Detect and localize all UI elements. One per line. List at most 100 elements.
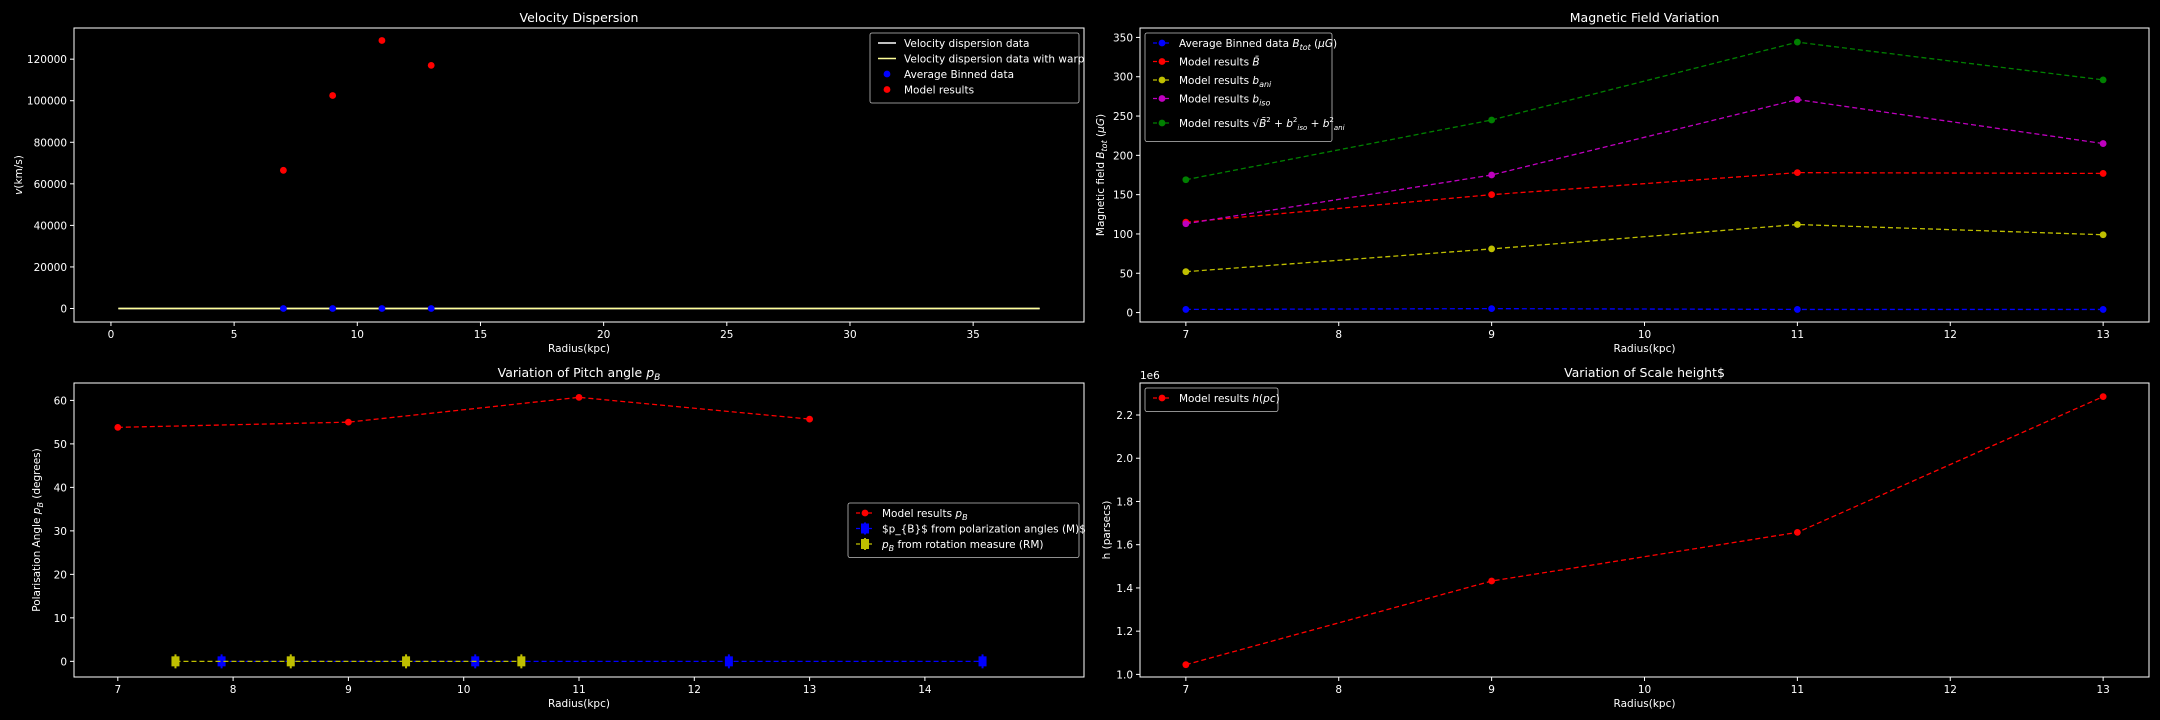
mag-ylabel-text: Magnetic field Btot (μG) (1095, 114, 1109, 236)
panel-scale: Variation of Scale height$ 7 8 9 10 11 12 13 1.0… (1101, 365, 2150, 710)
scale-title: Variation of Scale height$ (1564, 365, 1725, 380)
pitch-point (217, 656, 226, 667)
scale-xtick-label: 8 (1335, 684, 1342, 696)
pitch-ytick-label: 20 (54, 569, 67, 581)
mag-point (1793, 38, 1801, 46)
pitch-point (402, 656, 411, 667)
mag-ytick-label: 150 (1113, 190, 1133, 202)
vel-legend: Velocity dispersion data Velocity dispers… (869, 32, 1085, 104)
scale-offset-text: 1e6 (1140, 370, 1160, 382)
vel-legend-handle (883, 70, 891, 78)
pitch-legend-marker (861, 539, 869, 549)
mag-ytick-label: 200 (1113, 150, 1133, 162)
vel-xtick-label: 30 (843, 329, 856, 341)
pitch-series-line (117, 396, 810, 429)
pitch-xtick-label: 14 (918, 684, 932, 696)
mag-point (1488, 191, 1496, 199)
vel-ytick-label: 80000 (34, 137, 67, 149)
vel-series-3 (279, 37, 435, 174)
scale-legend: Model results h(pc) (1144, 387, 1280, 412)
pitch-title: Variation of Pitch angle pB (498, 365, 661, 383)
mag-point (2099, 231, 2107, 239)
pitch-xtick-label: 12 (688, 684, 701, 696)
panel-vel: Velocity Dispersion 0 5 10 15 20 25 30 35 0 20000 4… (13, 10, 1085, 355)
pitch-series-2 (171, 654, 526, 669)
pitch-legend-box (847, 502, 1080, 558)
scale-xtick-label: 7 (1183, 684, 1190, 696)
pitch-xtick-label: 10 (457, 684, 470, 696)
scale-ytick-label: 2.2 (1116, 410, 1133, 422)
pitch-ytick-label: 40 (54, 482, 67, 494)
vel-xtick-label: 15 (474, 329, 487, 341)
mag-legend-label: Model results B̄ (1179, 56, 1260, 69)
scale-legend-label: Model results h(pc) (1179, 393, 1280, 405)
pitch-point (806, 415, 813, 423)
scale-data (1182, 393, 2107, 669)
mag-series-line (1185, 307, 2104, 311)
pitch-legend-marker (861, 523, 869, 534)
pitch-point (286, 656, 295, 667)
scale-series-0 (1182, 393, 2107, 669)
mag-series-line (1185, 223, 2104, 273)
mag-xtick-label: 10 (1638, 329, 1651, 341)
scale-xtick-label: 9 (1488, 684, 1495, 696)
pitch-legend-label: pB from rotation measure (RM) (881, 539, 1043, 553)
pitch-xlabel: Radius(kpc) (548, 698, 610, 710)
vel-ytick-label: 40000 (34, 220, 67, 232)
vel-axes-frame (73, 27, 1085, 323)
mag-point (2099, 140, 2107, 147)
mag-point (1182, 268, 1190, 276)
mag-legend-label: Model results bani (1179, 75, 1272, 89)
pitch-legend-label: $p_{B}$ from polarization angles (M)$ (882, 524, 1086, 536)
mag-xtick-label: 12 (1944, 329, 1957, 341)
pitch-xtick-label: 8 (230, 684, 237, 696)
mag-xtick-label: 13 (2096, 329, 2109, 341)
mag-legend-label: Model results √B̄2 + b2iso + b2ani (1179, 116, 1345, 132)
vel-xtick-label: 5 (231, 329, 238, 341)
mag-point (1793, 306, 1801, 313)
pitch-ytick-label: 0 (60, 656, 67, 668)
mag-legend-label: Average Binned data Btot (μG) (1179, 38, 1337, 52)
mag-legend-box (1144, 32, 1333, 142)
vel-point (279, 166, 287, 174)
vel-data (118, 37, 1040, 312)
pitch-legend: Model results pB $p_{B}$ from polarizatio… (847, 502, 1086, 558)
vel-point (329, 92, 337, 99)
mag-point (1793, 169, 1801, 177)
pitch-point (575, 393, 583, 401)
pitch-ylabel-text: Polarisation Angle pB (degrees) (31, 448, 45, 612)
mag-series-2 (1182, 221, 2107, 276)
vel-xtick-label: 0 (108, 329, 115, 341)
pitch-point (345, 418, 352, 426)
scale-axes-frame (1139, 382, 2150, 678)
mag-point (1488, 116, 1496, 124)
pitch-ytick-label: 10 (54, 613, 67, 625)
scale-title-text: Variation of Scale height$ (1564, 365, 1725, 380)
pitch-ytick-label: 50 (54, 439, 67, 451)
vel-point (329, 305, 337, 312)
vel-point (378, 305, 386, 312)
pitch-point (724, 656, 733, 667)
vel-ylabel-text: v(km/s) (13, 155, 25, 195)
pitch-xtick-label: 9 (345, 684, 352, 696)
mag-legend-marker (1158, 119, 1166, 127)
mag-xlabel: Radius(kpc) (1614, 343, 1676, 355)
scale-point (1793, 528, 1801, 536)
mag-ytick-label: 50 (1120, 268, 1133, 280)
mag-ylabel: Magnetic field Btot (μG) (1095, 114, 1109, 236)
scale-xtick-label: 11 (1791, 684, 1804, 696)
scale-ytick-label: 2.0 (1116, 453, 1133, 465)
scale-ytick-label: 1.6 (1116, 540, 1133, 552)
mag-point (2099, 306, 2107, 313)
mag-legend-label: Model results biso (1179, 94, 1270, 108)
mag-point (2099, 76, 2107, 84)
pitch-title-text: Variation of Pitch angle pB (498, 365, 661, 383)
pitch-point (171, 656, 180, 667)
vel-point (427, 305, 435, 312)
pitch-ytick-label: 30 (54, 526, 67, 538)
vel-ytick-label: 100000 (27, 96, 67, 108)
mag-legend-marker (1158, 58, 1166, 65)
mag-point (1793, 96, 1801, 103)
scale-point (2099, 393, 2107, 401)
mag-series-3 (1182, 96, 2107, 228)
